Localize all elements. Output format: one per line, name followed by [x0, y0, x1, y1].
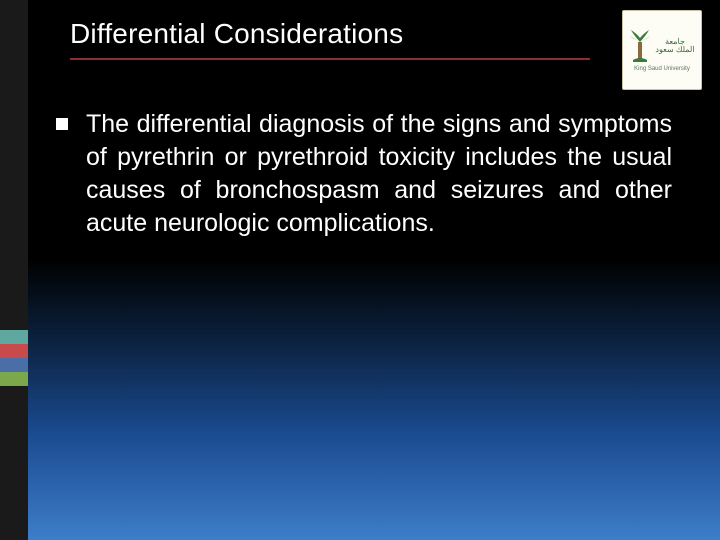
logo-arabic-line: الملك سعود	[655, 46, 694, 54]
accent-segment	[0, 344, 28, 358]
accent-segment	[0, 330, 28, 344]
bullet-item: The differential diagnosis of the signs …	[56, 108, 672, 240]
logo-arabic-text: جامعة الملك سعود	[655, 38, 694, 54]
university-logo: جامعة الملك سعود King Saud University	[622, 10, 702, 90]
palm-tree-icon	[629, 28, 651, 64]
accent-segment	[0, 358, 28, 372]
title-underline	[70, 58, 590, 60]
bullet-marker-icon	[56, 118, 68, 130]
bullet-text: The differential diagnosis of the signs …	[86, 108, 672, 240]
accent-segment	[0, 372, 28, 386]
slide-title: Differential Considerations	[70, 18, 600, 50]
body-content: The differential diagnosis of the signs …	[56, 108, 672, 240]
accent-segment	[0, 386, 28, 540]
logo-caption: King Saud University	[634, 66, 690, 73]
accent-segment	[0, 0, 28, 330]
slide: Differential Considerations جامعة الملك …	[0, 0, 720, 540]
left-accent-bar	[0, 0, 28, 540]
